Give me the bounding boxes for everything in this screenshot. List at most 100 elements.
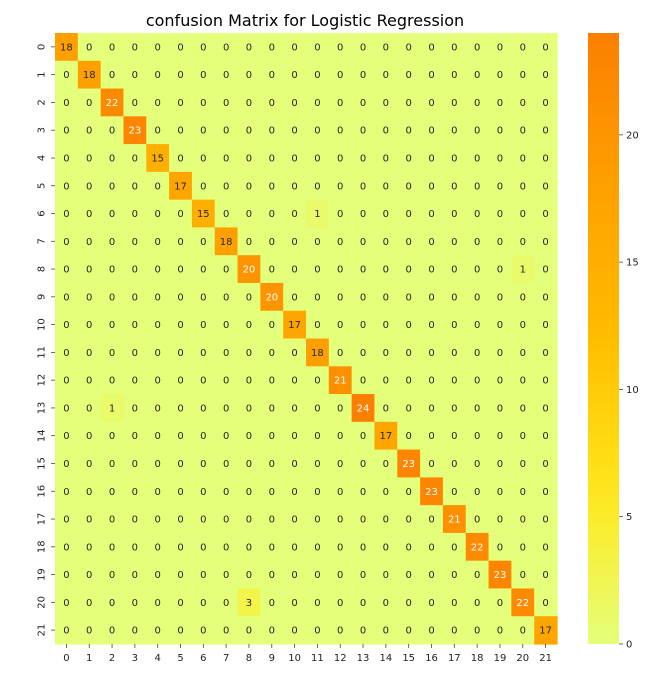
heatmap-cell-8-16 — [420, 255, 444, 284]
heatmap-cell-7-5 — [169, 227, 193, 256]
heatmap-cell-2-8 — [237, 88, 261, 117]
x-tick-label-2: 2 — [109, 653, 115, 664]
heatmap-cell-label-10-11: 0 — [314, 320, 320, 331]
heatmap-cell-label-21-5: 0 — [177, 626, 183, 637]
heatmap-cell-label-20-20: 22 — [516, 598, 529, 609]
heatmap-cell-11-14 — [374, 338, 398, 367]
heatmap-cell-16-20 — [511, 477, 535, 506]
heatmap-cell-5-16 — [420, 171, 444, 201]
heatmap-cell-20-10 — [283, 588, 307, 617]
heatmap-cell-2-4 — [146, 88, 170, 117]
heatmap-cell-8-7 — [214, 255, 239, 284]
heatmap-cell-20-5 — [169, 588, 193, 617]
heatmap-cell-1-21 — [534, 60, 558, 90]
heatmap-cell-0-6 — [191, 33, 216, 62]
heatmap-cell-20-1 — [77, 588, 102, 617]
heatmap-cell-17-11 — [306, 505, 330, 534]
heatmap-cell-label-8-3: 0 — [132, 265, 138, 276]
heatmap-cell-14-21 — [534, 421, 558, 451]
heatmap-cell-3-9 — [260, 116, 284, 145]
heatmap-cell-6-16 — [420, 199, 444, 229]
heatmap-cell-8-14 — [374, 255, 398, 284]
heatmap-cell-label-17-18: 0 — [474, 515, 480, 526]
heatmap-cell-1-18 — [465, 60, 490, 90]
heatmap-cell-10-21 — [534, 310, 558, 340]
heatmap-cell-7-9 — [260, 227, 284, 256]
heatmap-cell-label-20-2: 0 — [109, 598, 115, 609]
heatmap-cell-18-11 — [306, 532, 330, 562]
heatmap-cell-label-3-3: 23 — [128, 126, 141, 137]
heatmap-cell-label-10-10: 17 — [288, 320, 301, 331]
x-tick-label-20: 20 — [516, 653, 529, 664]
heatmap-cell-label-18-10: 0 — [291, 542, 297, 553]
heatmap-cell-label-11-18: 0 — [474, 348, 480, 359]
heatmap-cell-label-21-12: 0 — [337, 626, 343, 637]
heatmap-cell-10-12 — [328, 310, 353, 340]
heatmap-cell-label-7-17: 0 — [451, 237, 457, 248]
heatmap-cell-20-0 — [55, 588, 79, 617]
heatmap-cell-label-3-9: 0 — [269, 126, 275, 137]
heatmap-cell-16-3 — [123, 477, 147, 506]
heatmap-cell-3-18 — [465, 116, 490, 145]
heatmap-cell-4-9 — [260, 144, 284, 173]
heatmap-cell-label-13-9: 0 — [269, 403, 275, 414]
heatmap-cell-label-3-17: 0 — [451, 126, 457, 137]
heatmap-cell-label-7-1: 0 — [86, 237, 92, 248]
heatmap-cell-4-17 — [442, 144, 467, 173]
heatmap-cell-12-18 — [465, 366, 490, 395]
heatmap-cell-label-16-10: 0 — [291, 487, 297, 498]
heatmap-cell-10-15 — [397, 310, 421, 340]
heatmap-cell-20-7 — [214, 588, 239, 617]
heatmap-cell-11-0 — [55, 338, 79, 367]
heatmap-cell-label-19-16: 0 — [428, 570, 434, 581]
heatmap-cell-label-5-3: 0 — [132, 181, 138, 192]
heatmap-cell-label-11-8: 0 — [246, 348, 252, 359]
heatmap-cell-18-2 — [100, 532, 125, 562]
heatmap-cell-label-18-8: 0 — [246, 542, 252, 553]
heatmap-cell-label-9-12: 0 — [337, 292, 343, 303]
heatmap-cell-10-3 — [123, 310, 147, 340]
heatmap-cell-label-7-6: 0 — [200, 237, 206, 248]
heatmap-cell-19-1 — [77, 560, 102, 590]
heatmap-cell-18-10 — [283, 532, 307, 562]
heatmap-cell-label-2-11: 0 — [314, 98, 320, 109]
heatmap-cell-11-21 — [534, 338, 558, 367]
heatmap-cell-5-15 — [397, 171, 421, 201]
heatmap-cell-21-13 — [351, 616, 376, 645]
heatmap-cell-19-21 — [534, 560, 558, 590]
heatmap-cell-16-19 — [488, 477, 512, 506]
heatmap-cell-label-2-20: 0 — [520, 98, 526, 109]
heatmap-cell-label-17-3: 0 — [132, 515, 138, 526]
heatmap-cell-label-1-6: 0 — [200, 70, 206, 81]
heatmap-cell-6-15 — [397, 199, 421, 229]
heatmap-cell-16-16 — [420, 477, 444, 506]
heatmap-cell-21-19 — [488, 616, 512, 645]
x-tick-label-5: 5 — [177, 653, 183, 664]
heatmap-cell-label-2-2: 22 — [106, 98, 119, 109]
heatmap-cell-0-7 — [214, 33, 239, 62]
heatmap-cell-7-13 — [351, 227, 376, 256]
heatmap-cell-15-8 — [237, 449, 261, 478]
heatmap-cell-label-7-7: 18 — [220, 237, 233, 248]
heatmap-cell-1-16 — [420, 60, 444, 90]
heatmap-cell-label-4-9: 0 — [269, 153, 275, 164]
heatmap-cell-0-12 — [328, 33, 353, 62]
heatmap-cell-label-13-0: 0 — [63, 403, 69, 414]
heatmap-cell-label-3-16: 0 — [428, 126, 434, 137]
heatmap-cell-label-11-6: 0 — [200, 348, 206, 359]
heatmap-cell-8-19 — [488, 255, 512, 284]
heatmap-cell-9-2 — [100, 282, 125, 312]
y-tick-label-14: 14 — [37, 429, 48, 442]
heatmap-cell-label-6-3: 0 — [132, 209, 138, 220]
heatmap-cell-19-17 — [442, 560, 467, 590]
heatmap-cell-19-15 — [397, 560, 421, 590]
heatmap-cell-16-0 — [55, 477, 79, 506]
heatmap-cell-label-14-9: 0 — [269, 431, 275, 442]
heatmap-cell-label-7-2: 0 — [109, 237, 115, 248]
heatmap-cell-12-13 — [351, 366, 376, 395]
heatmap-cell-label-20-18: 0 — [474, 598, 480, 609]
heatmap-cell-label-9-21: 0 — [542, 292, 548, 303]
heatmap-cell-12-10 — [283, 366, 307, 395]
heatmap-cell-7-20 — [511, 227, 535, 256]
heatmap-cell-label-5-15: 0 — [405, 181, 411, 192]
